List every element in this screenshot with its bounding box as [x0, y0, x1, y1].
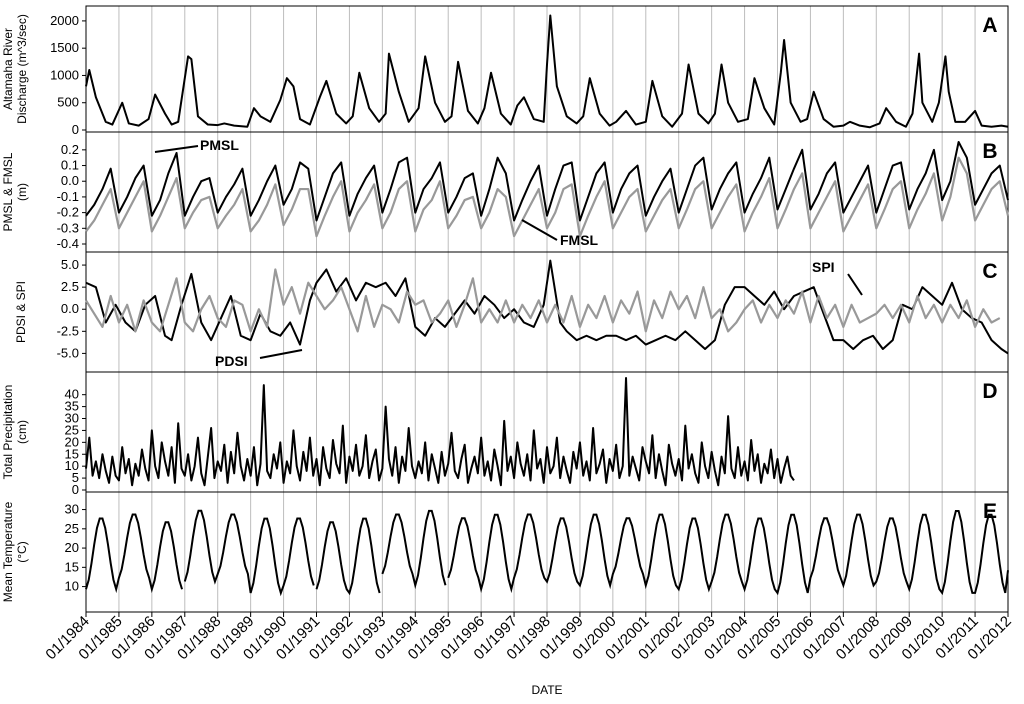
y-tick-label: 0.1	[61, 158, 79, 173]
y-tick-label: 2.5	[61, 279, 79, 294]
y-tick-label: 500	[57, 95, 79, 110]
callout-leader	[154, 145, 199, 153]
series-line	[315, 517, 381, 596]
y-tick-label: 15	[65, 446, 79, 461]
callout-label: FMSL	[560, 232, 599, 248]
callout-label: SPI	[812, 259, 835, 275]
y-tick-label: 0.0	[61, 301, 79, 316]
series-line	[85, 14, 1009, 129]
panel-letter: A	[982, 14, 997, 37]
panel-letter: C	[982, 260, 997, 283]
series-line	[85, 259, 1009, 355]
y-tick-label: 10	[65, 458, 79, 473]
panel-letter: E	[983, 500, 997, 523]
callouts: PMSL FMSL PDSI SPI	[154, 137, 863, 369]
y-tick-label: 0	[72, 482, 79, 497]
y-axis-title: Discharge (m^3/sec)	[15, 14, 29, 124]
panel-letter: D	[982, 380, 997, 403]
callout-label: PMSL	[200, 137, 239, 153]
y-tick-label: 0.0	[61, 173, 79, 188]
series-line	[447, 509, 1009, 596]
series-line	[85, 268, 1001, 333]
panels: 0 500 1000 1500 2000 Altamaha River Discharge …	[1, 5, 1010, 613]
callout-leader	[259, 349, 303, 359]
y-axis-title: (°C)	[15, 541, 29, 562]
y-tick-label: 25	[65, 521, 79, 536]
y-axis-title: Total Precipitation	[1, 385, 15, 480]
y-tick-label: 20	[65, 434, 79, 449]
series-line	[85, 156, 1010, 238]
y-tick-label: -2.5	[57, 323, 79, 338]
y-tick-label: 15	[65, 559, 79, 574]
callout-leader	[521, 219, 558, 241]
y-tick-label: 2000	[50, 13, 79, 28]
y-tick-label: 5	[72, 470, 79, 485]
series-line	[85, 513, 183, 594]
y-tick-label: 5.0	[61, 257, 79, 272]
y-tick-label: -0.2	[57, 205, 79, 220]
y-tick-label: 0.2	[61, 142, 79, 157]
y-tick-label: -0.4	[57, 236, 79, 251]
panel-c: -5.0 -2.5 0.0 2.5 5.0 PDSI & SPI C	[14, 251, 1009, 373]
y-axis-title: PMSL & FMSL	[1, 152, 15, 231]
series-line	[85, 377, 795, 487]
y-tick-label: -0.3	[57, 220, 79, 235]
series-line	[85, 141, 1009, 222]
y-tick-label: 1000	[50, 67, 79, 82]
series-line	[183, 509, 315, 597]
callout-leader	[847, 273, 863, 296]
y-tick-label: 30	[65, 502, 79, 517]
y-tick-label: 20	[65, 540, 79, 555]
y-axis-title: (cm)	[15, 420, 29, 444]
x-axis: 01/198401/198501/198601/198701/198801/19…	[42, 612, 1015, 663]
y-axis-title: PDSI & SPI	[14, 281, 28, 343]
y-tick-label: 30	[65, 411, 79, 426]
y-axis-title: Altamaha River	[1, 28, 15, 110]
y-tick-label: 10	[65, 579, 79, 594]
y-tick-label: -0.1	[57, 189, 79, 204]
series-line	[381, 509, 447, 590]
y-tick-label: 40	[65, 387, 79, 402]
panel-e: 10 15 20 25 30 Mean Temperature (°C) E	[1, 491, 1009, 613]
y-tick-label: 25	[65, 422, 79, 437]
y-axis-title: Mean Temperature	[1, 501, 15, 602]
x-axis-title: DATE	[531, 683, 562, 697]
callout-label: PDSI	[215, 353, 248, 369]
y-tick-label: 1500	[50, 40, 79, 55]
panel-letter: B	[982, 140, 997, 163]
y-tick-label: -5.0	[57, 345, 79, 360]
y-tick-label: 0	[72, 122, 79, 137]
y-tick-label: 35	[65, 399, 79, 414]
y-axis-title: (m)	[15, 183, 29, 201]
